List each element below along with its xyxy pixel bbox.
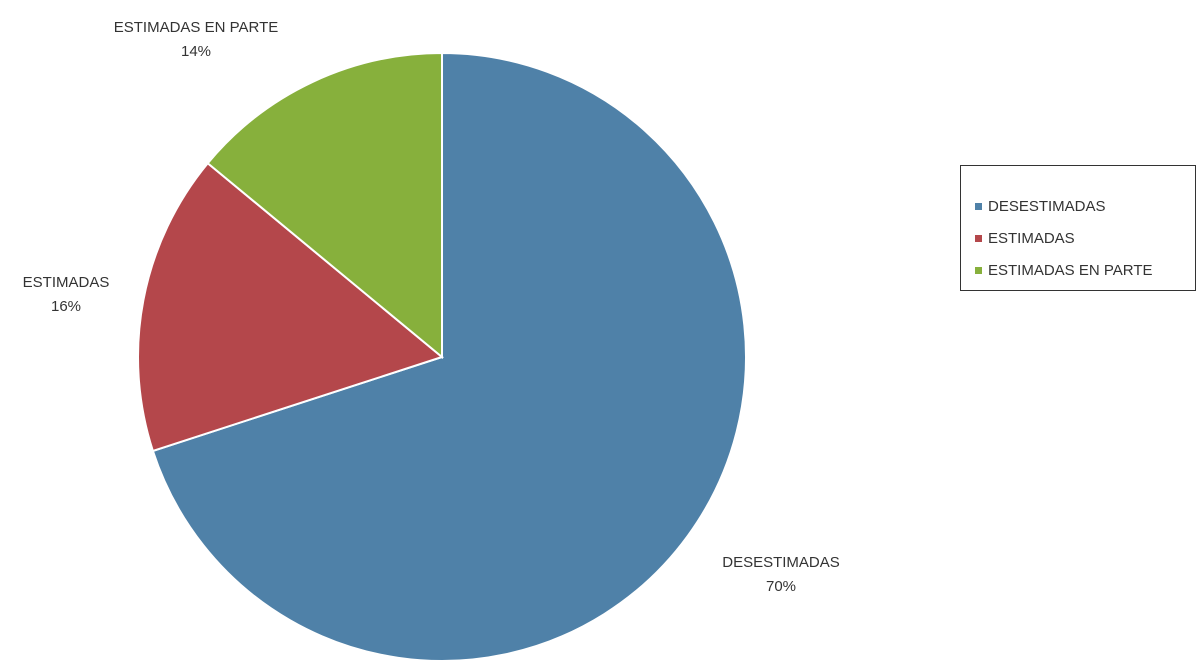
legend-label: ESTIMADAS [988,229,1075,247]
legend-swatch-estimadas-en-parte [975,266,982,274]
legend-swatch-estimadas [975,234,982,242]
slice-label-percent: 14% [180,43,212,60]
slice-label-name: DESESTIMADAS [722,554,840,571]
slice-label-name: ESTIMADAS [22,274,110,291]
chart-legend: DESESTIMADAS ESTIMADAS ESTIMADAS EN PART… [960,165,1196,291]
slice-label-name: ESTIMADAS EN PARTE [113,19,279,36]
slice-label-percent: 70% [765,578,797,595]
legend-item-estimadas-en-parte: ESTIMADAS EN PARTE [975,254,1195,286]
legend-swatch-desestimadas [975,202,982,210]
pie-slice-desestimadas [151,51,747,662]
slice-label-estimadas: ESTIMADAS 16% [23,271,110,319]
legend-item-desestimadas: DESESTIMADAS [975,190,1195,222]
slice-label-desestimadas: DESESTIMADAS 70% [722,551,840,599]
legend-label: ESTIMADAS EN PARTE [988,261,1153,279]
slice-label-estimadas-en-parte: ESTIMADAS EN PARTE 14% [114,16,278,64]
slice-label-percent: 16% [50,298,82,315]
legend-item-estimadas: ESTIMADAS [975,222,1195,254]
pie-slice-estimadas-en-parte [206,51,443,360]
pie-slice-estimadas [137,161,445,453]
legend-label: DESESTIMADAS [988,197,1106,215]
